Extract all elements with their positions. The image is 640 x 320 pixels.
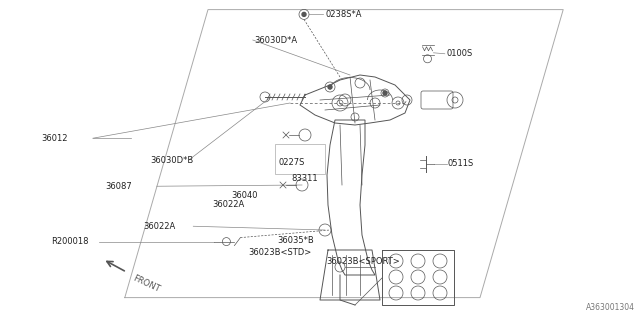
Text: 36035*B: 36035*B (277, 236, 314, 245)
Text: 36030D*B: 36030D*B (150, 156, 194, 164)
Text: 36022A: 36022A (212, 200, 244, 209)
Text: FRONT: FRONT (131, 273, 161, 293)
Text: 36087: 36087 (106, 182, 132, 191)
Text: A363001304: A363001304 (586, 303, 635, 312)
Circle shape (383, 91, 387, 95)
Text: 0238S*A: 0238S*A (325, 10, 362, 19)
Text: 36012: 36012 (42, 134, 68, 143)
Text: 0511S: 0511S (448, 159, 474, 168)
Text: 36040: 36040 (232, 191, 258, 200)
Text: 0227S: 0227S (278, 158, 305, 167)
Text: 36023B<SPORT>: 36023B<SPORT> (326, 257, 400, 266)
Text: 36023B<STD>: 36023B<STD> (248, 248, 312, 257)
Text: 83311: 83311 (291, 174, 318, 183)
Text: 0100S: 0100S (447, 49, 473, 58)
Circle shape (302, 12, 306, 16)
Text: 36030D*A: 36030D*A (255, 36, 298, 44)
Text: 36022A: 36022A (143, 222, 175, 231)
Text: R200018: R200018 (51, 237, 89, 246)
Circle shape (328, 85, 332, 89)
